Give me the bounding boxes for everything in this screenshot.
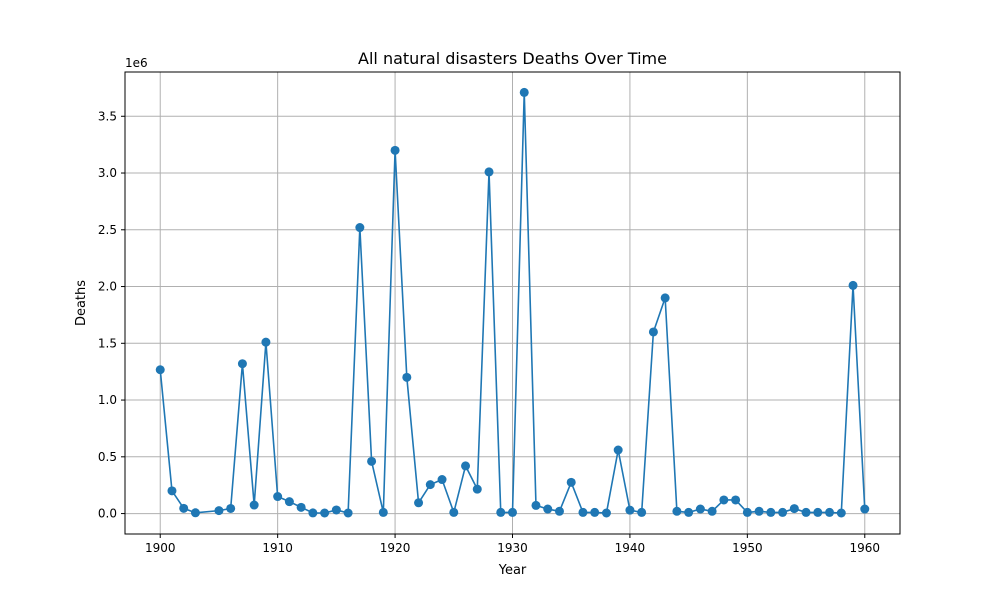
y-tick-label: 1.5 (98, 336, 117, 350)
data-point (648, 327, 658, 337)
data-point (414, 498, 424, 508)
data-point (684, 507, 694, 517)
data-point (543, 504, 553, 514)
data-point (437, 475, 447, 485)
data-point (472, 484, 482, 494)
data-point (742, 507, 752, 517)
data-point (496, 507, 506, 517)
y-tick-label: 3.5 (98, 109, 117, 123)
data-point (731, 495, 741, 505)
data-point (343, 508, 353, 518)
data-point (320, 508, 330, 518)
data-point (355, 223, 365, 233)
data-point (707, 506, 717, 516)
data-point (402, 372, 412, 382)
data-point (449, 507, 459, 517)
data-point (261, 337, 271, 347)
data-point (214, 506, 224, 516)
x-tick-label: 1910 (262, 541, 293, 555)
y-tick-label: 1.0 (98, 393, 117, 407)
data-point (789, 504, 799, 514)
data-point (601, 508, 611, 518)
data-point (554, 506, 564, 516)
y-tick-label: 2.0 (98, 280, 117, 294)
data-point (637, 507, 647, 517)
data-series (155, 87, 870, 518)
data-point (249, 500, 259, 510)
y-tick-label: 0.5 (98, 450, 117, 464)
data-point (566, 477, 576, 487)
data-point (801, 507, 811, 517)
data-point (461, 461, 471, 471)
data-point (367, 456, 377, 466)
y-tick-label: 3.0 (98, 166, 117, 180)
x-axis-label: Year (498, 563, 527, 578)
data-point (625, 505, 635, 515)
data-point (425, 480, 435, 490)
data-point (296, 502, 306, 512)
y-tick-label: 0.0 (98, 507, 117, 521)
data-point (390, 145, 400, 155)
data-point (331, 505, 341, 515)
data-point (660, 293, 670, 303)
data-point (167, 486, 177, 496)
data-point (578, 507, 588, 517)
x-tick-label: 1940 (615, 541, 646, 555)
x-tick-label: 1950 (732, 541, 763, 555)
x-tick-label: 1930 (497, 541, 528, 555)
data-point (508, 507, 517, 517)
data-point (531, 500, 541, 510)
x-tick-label: 1920 (380, 541, 411, 555)
y-tick-label: 2.5 (98, 223, 117, 237)
data-point (836, 508, 846, 518)
data-point (695, 504, 705, 514)
x-tick-label: 1960 (849, 541, 880, 555)
data-point (778, 507, 788, 517)
data-point (825, 507, 835, 517)
data-point (226, 503, 236, 513)
data-point (613, 445, 623, 455)
y-axis-label: Deaths (74, 280, 89, 326)
data-point (237, 359, 247, 369)
data-point (860, 504, 870, 514)
y-axis-scale-label: 1e6 (125, 56, 148, 70)
data-point (813, 507, 823, 517)
data-point (519, 87, 529, 97)
data-point (719, 495, 729, 505)
data-point (155, 365, 165, 375)
data-point (484, 167, 494, 177)
data-point (284, 497, 294, 507)
data-point (672, 506, 682, 516)
axis-ticks: 1900 1910 1920 1930 1940 1950 1960 0.0 0.5 1.0 1.5… (98, 109, 880, 555)
chart-title: All natural disasters Deaths Over Time (358, 49, 667, 68)
data-point (308, 508, 318, 518)
data-point (190, 508, 200, 518)
x-tick-label: 1900 (145, 541, 176, 555)
data-point (766, 507, 776, 517)
data-point (273, 492, 283, 502)
data-point (754, 506, 764, 516)
data-point (848, 280, 858, 290)
data-point (179, 503, 189, 513)
data-point (590, 507, 600, 517)
data-point (378, 507, 388, 517)
